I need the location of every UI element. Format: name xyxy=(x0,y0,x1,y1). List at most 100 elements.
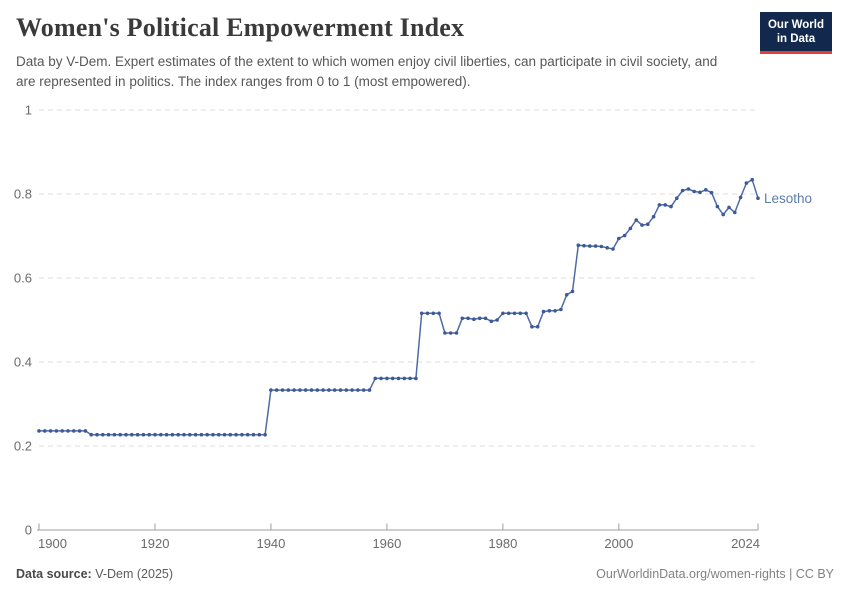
data-point[interactable] xyxy=(657,203,662,207)
data-point[interactable] xyxy=(303,388,308,392)
data-point[interactable] xyxy=(298,388,302,392)
data-point[interactable] xyxy=(617,236,621,241)
data-point[interactable] xyxy=(454,331,459,335)
data-point[interactable] xyxy=(269,388,273,392)
data-point[interactable] xyxy=(48,429,53,433)
data-point[interactable] xyxy=(512,311,517,316)
data-point[interactable] xyxy=(118,432,122,437)
data-point[interactable] xyxy=(472,317,476,322)
data-point[interactable] xyxy=(576,243,581,247)
data-point[interactable] xyxy=(344,388,349,392)
data-point[interactable] xyxy=(535,324,540,329)
data-point[interactable] xyxy=(518,311,523,316)
data-point[interactable] xyxy=(547,309,552,313)
data-point[interactable] xyxy=(669,204,673,209)
data-point[interactable] xyxy=(564,293,569,297)
data-point[interactable] xyxy=(611,247,615,251)
data-point[interactable] xyxy=(466,316,470,321)
data-point[interactable] xyxy=(309,388,314,392)
data-point[interactable] xyxy=(506,311,511,316)
data-point[interactable] xyxy=(170,432,175,437)
data-point[interactable] xyxy=(361,388,366,392)
data-point[interactable] xyxy=(756,196,760,200)
data-point[interactable] xyxy=(338,388,343,392)
data-point[interactable] xyxy=(280,388,285,392)
data-point[interactable] xyxy=(582,243,586,248)
data-point[interactable] xyxy=(390,376,395,381)
data-point[interactable] xyxy=(356,388,360,392)
data-point[interactable] xyxy=(605,246,609,250)
data-point[interactable] xyxy=(106,432,111,437)
data-point[interactable] xyxy=(153,432,157,437)
data-point[interactable] xyxy=(709,190,714,195)
data-point[interactable] xyxy=(72,429,76,433)
data-point[interactable] xyxy=(211,432,215,437)
data-point[interactable] xyxy=(385,376,389,381)
data-point[interactable] xyxy=(159,432,163,437)
data-point[interactable] xyxy=(414,376,418,381)
data-point[interactable] xyxy=(147,432,151,437)
data-point[interactable] xyxy=(431,311,436,316)
data-point[interactable] xyxy=(680,188,685,193)
data-point[interactable] xyxy=(396,376,401,381)
data-point[interactable] xyxy=(437,311,441,316)
data-point[interactable] xyxy=(274,388,279,392)
data-point[interactable] xyxy=(199,432,204,437)
data-point[interactable] xyxy=(570,289,575,294)
data-point[interactable] xyxy=(176,432,180,437)
credit-link[interactable]: OurWorldinData.org/women-rights | CC BY xyxy=(596,567,834,581)
data-point[interactable] xyxy=(373,376,378,381)
data-point[interactable] xyxy=(135,432,140,437)
data-point[interactable] xyxy=(692,189,696,194)
data-point[interactable] xyxy=(43,429,47,433)
data-point[interactable] xyxy=(101,432,105,437)
data-point[interactable] xyxy=(443,331,447,335)
data-point[interactable] xyxy=(332,388,337,392)
data-point[interactable] xyxy=(402,376,407,381)
series-line[interactable] xyxy=(39,178,759,436)
data-point[interactable] xyxy=(750,177,754,182)
data-point[interactable] xyxy=(640,223,644,227)
data-point[interactable] xyxy=(501,311,505,316)
data-point[interactable] xyxy=(477,316,482,321)
data-point[interactable] xyxy=(553,309,557,313)
data-point[interactable] xyxy=(66,429,70,433)
data-point[interactable] xyxy=(188,432,192,437)
data-point[interactable] xyxy=(738,195,743,200)
data-point[interactable] xyxy=(193,432,198,437)
data-point[interactable] xyxy=(234,432,238,437)
data-point[interactable] xyxy=(164,432,169,437)
data-point[interactable] xyxy=(744,181,749,185)
data-point[interactable] xyxy=(205,432,209,437)
data-point[interactable] xyxy=(686,187,691,191)
data-point[interactable] xyxy=(77,429,82,433)
data-point[interactable] xyxy=(448,331,453,335)
data-point[interactable] xyxy=(141,432,146,437)
data-point[interactable] xyxy=(112,432,117,437)
data-point[interactable] xyxy=(530,324,534,329)
data-point[interactable] xyxy=(217,432,221,437)
data-point[interactable] xyxy=(495,318,499,322)
data-point[interactable] xyxy=(727,205,731,210)
entity-label[interactable]: Lesotho xyxy=(764,191,812,206)
data-point[interactable] xyxy=(315,388,320,392)
data-point[interactable] xyxy=(54,429,59,433)
data-point[interactable] xyxy=(245,432,250,437)
data-point[interactable] xyxy=(715,204,720,209)
data-point[interactable] xyxy=(721,212,725,217)
data-point[interactable] xyxy=(622,233,627,238)
data-point[interactable] xyxy=(634,218,638,222)
data-point[interactable] xyxy=(698,190,702,195)
data-point[interactable] xyxy=(588,244,592,248)
data-point[interactable] xyxy=(251,432,256,437)
data-point[interactable] xyxy=(228,432,233,437)
data-point[interactable] xyxy=(292,388,296,392)
data-point[interactable] xyxy=(130,432,134,437)
data-point[interactable] xyxy=(460,316,465,321)
data-point[interactable] xyxy=(599,244,604,249)
data-point[interactable] xyxy=(321,388,325,392)
data-point[interactable] xyxy=(286,388,291,392)
data-point[interactable] xyxy=(628,226,633,231)
data-point[interactable] xyxy=(593,244,598,248)
